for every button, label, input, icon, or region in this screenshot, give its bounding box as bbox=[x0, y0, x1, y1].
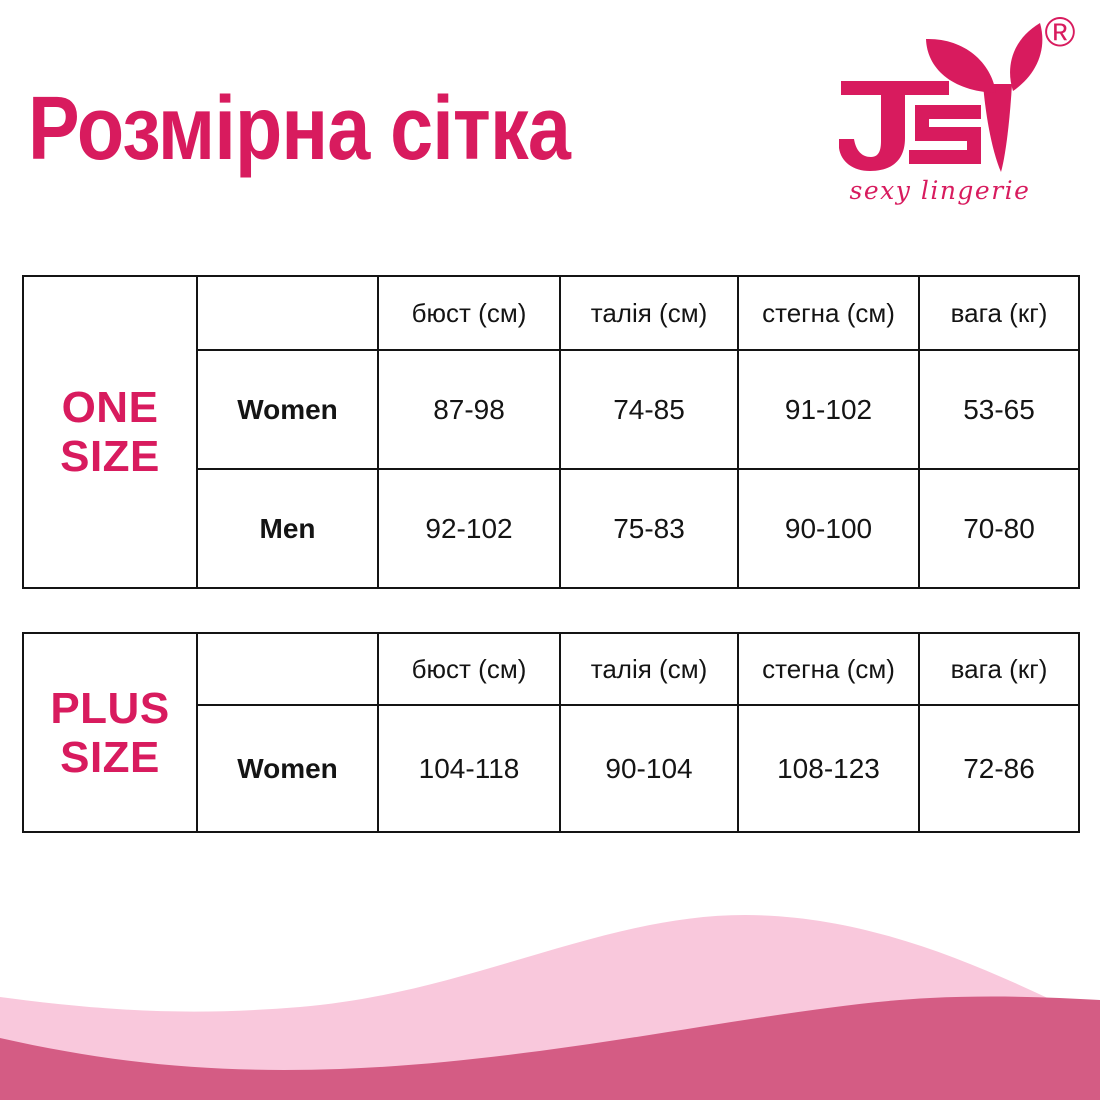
corner-cell bbox=[196, 275, 379, 351]
corner-cell bbox=[196, 632, 379, 706]
cell-value: 90-100 bbox=[737, 468, 920, 589]
wave-dark-shape bbox=[0, 996, 1100, 1100]
column-header-hips: стегна (см) bbox=[737, 275, 920, 351]
column-header-waist: талія (см) bbox=[559, 632, 739, 706]
cell-value: 87-98 bbox=[377, 349, 561, 470]
cell-value: 75-83 bbox=[559, 468, 739, 589]
logo-letter-s bbox=[909, 105, 981, 164]
cell-value: 70-80 bbox=[918, 468, 1080, 589]
logo-letter-y bbox=[983, 84, 1012, 172]
column-header-weight: вага (кг) bbox=[918, 632, 1080, 706]
registered-trademark-icon: ® bbox=[1045, 8, 1076, 55]
cell-value: 92-102 bbox=[377, 468, 561, 589]
column-header-bust: бюст (см) bbox=[377, 632, 561, 706]
size-label-line: ONE bbox=[61, 383, 159, 432]
size-label-line: SIZE bbox=[60, 432, 160, 481]
column-header-hips: стегна (см) bbox=[737, 632, 920, 706]
table-row: Women 104-118 90-104 108-123 72-86 bbox=[23, 704, 1080, 833]
cell-value: 74-85 bbox=[559, 349, 739, 470]
row-label-men: Men bbox=[196, 468, 379, 589]
column-header-bust: бюст (см) bbox=[377, 275, 561, 351]
one-size-table: ONE SIZE бюст (см) талія (см) стегна (см… bbox=[22, 275, 1080, 589]
plus-size-table: PLUS SIZE бюст (см) талія (см) стегна (с… bbox=[22, 632, 1080, 833]
cell-value: 72-86 bbox=[918, 704, 1080, 833]
cell-value: 104-118 bbox=[377, 704, 561, 833]
row-label-women: Women bbox=[196, 704, 379, 833]
logo-letter-j bbox=[839, 81, 949, 171]
column-header-weight: вага (кг) bbox=[918, 275, 1080, 351]
logo-leaf-right-icon bbox=[1010, 23, 1043, 91]
logo-tagline: sexy lingerie bbox=[850, 176, 1031, 205]
size-label-line: SIZE bbox=[60, 732, 160, 782]
table-row: Men 92-102 75-83 90-100 70-80 bbox=[23, 468, 1080, 589]
row-label-women: Women bbox=[196, 349, 379, 470]
page-title: Розмірна сітка bbox=[28, 79, 571, 179]
jsy-logo: ® sexy lingerie bbox=[839, 8, 1076, 205]
table-row: Women 87-98 74-85 91-102 53-65 bbox=[23, 349, 1080, 470]
cell-value: 108-123 bbox=[737, 704, 920, 833]
logo-leaf-left-icon bbox=[926, 38, 996, 93]
cell-value: 53-65 bbox=[918, 349, 1080, 470]
size-label-plus-size: PLUS SIZE bbox=[22, 632, 198, 833]
cell-value: 90-104 bbox=[559, 704, 739, 833]
column-header-waist: талія (см) bbox=[559, 275, 739, 351]
footer-waves bbox=[0, 915, 1100, 1100]
size-label-one-size: ONE SIZE bbox=[22, 275, 198, 589]
cell-value: 91-102 bbox=[737, 349, 920, 470]
size-label-line: PLUS bbox=[50, 683, 170, 733]
